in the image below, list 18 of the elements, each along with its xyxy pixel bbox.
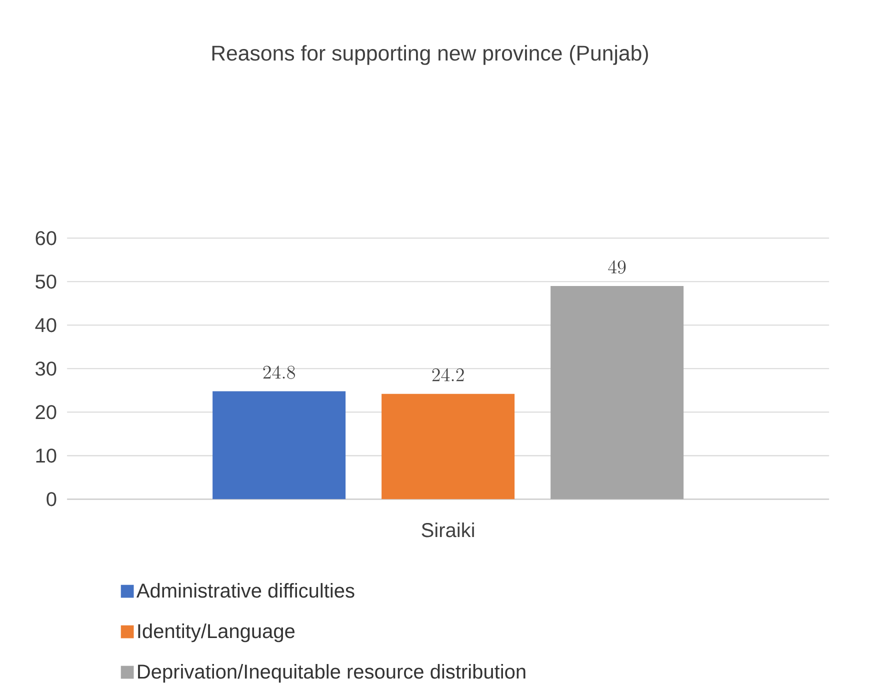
y-tick-label: 0 [46, 492, 56, 506]
data-label: 24.2 [432, 368, 464, 382]
x-tick-label: Siraiki [422, 522, 474, 538]
y-tick-label: 10 [36, 448, 56, 463]
legend-label: Administrative difficulties [136, 583, 354, 598]
data-label: 24.8 [263, 366, 295, 380]
data-label: 49 [608, 260, 626, 274]
legend-label: Identity/Language [138, 624, 295, 642]
y-tick-label: 60 [36, 231, 56, 246]
bar [212, 391, 346, 500]
y-tick-label: 50 [36, 274, 56, 289]
bar [382, 394, 515, 500]
y-tick-label: 30 [36, 362, 56, 376]
legend-label: Deprivation/Inequitable resource distribution [138, 664, 526, 683]
chart-title: Reasons for supporting new province (Punjab) [212, 45, 648, 65]
y-tick-label: 40 [35, 318, 56, 332]
bar [550, 286, 684, 500]
y-tick-label: 20 [36, 405, 56, 420]
